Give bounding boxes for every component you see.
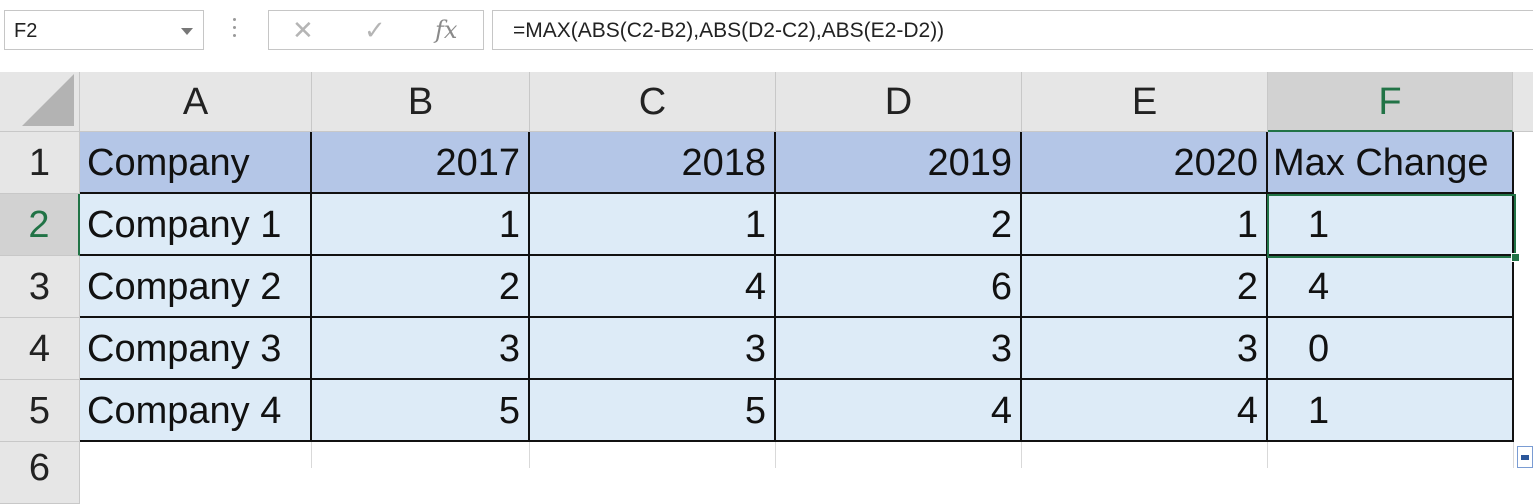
cell-f2[interactable]: 1 bbox=[1268, 194, 1514, 256]
cell-a1[interactable]: Company bbox=[80, 132, 312, 194]
cell-e4[interactable]: 3 bbox=[1022, 318, 1268, 380]
cell-c2[interactable]: 1 bbox=[530, 194, 776, 256]
column-header-a[interactable]: A bbox=[80, 72, 312, 132]
formula-text: =MAX(ABS(C2-B2),ABS(D2-C2),ABS(E2-D2)) bbox=[513, 19, 945, 42]
cell-c6[interactable] bbox=[530, 442, 776, 468]
column-header-c[interactable]: C bbox=[530, 72, 776, 132]
row-header-2[interactable]: 2 bbox=[0, 194, 80, 256]
cell-b6[interactable] bbox=[312, 442, 530, 468]
cell-e6[interactable] bbox=[1022, 442, 1268, 468]
cell-b2[interactable]: 1 bbox=[312, 194, 530, 256]
column-header-e[interactable]: E bbox=[1022, 72, 1268, 132]
fill-handle[interactable] bbox=[1511, 253, 1520, 262]
cell-f5[interactable]: 1 bbox=[1268, 380, 1514, 442]
cancel-icon[interactable]: ✕ bbox=[292, 15, 314, 45]
select-all-triangle-icon bbox=[22, 74, 74, 126]
cell-b5[interactable]: 5 bbox=[312, 380, 530, 442]
cell-f1[interactable]: Max Change bbox=[1268, 132, 1514, 194]
name-box-value: F2 bbox=[14, 20, 38, 42]
cell-b4[interactable]: 3 bbox=[312, 318, 530, 380]
cell-b3[interactable]: 2 bbox=[312, 256, 530, 318]
cell-d5[interactable]: 4 bbox=[776, 380, 1022, 442]
quick-analysis-icon[interactable] bbox=[1517, 446, 1533, 468]
column-header-filler bbox=[1513, 72, 1533, 132]
cell-a5[interactable]: Company 4 bbox=[80, 380, 312, 442]
row-header-3[interactable]: 3 bbox=[0, 256, 80, 318]
formula-input[interactable]: =MAX(ABS(C2-B2),ABS(D2-C2),ABS(E2-D2)) bbox=[492, 10, 1533, 50]
cell-e1[interactable]: 2020 bbox=[1022, 132, 1268, 194]
cell-c3[interactable]: 4 bbox=[530, 256, 776, 318]
formula-bar-grip-icon[interactable] bbox=[233, 18, 237, 42]
cell-c4[interactable]: 3 bbox=[530, 318, 776, 380]
column-header-d[interactable]: D bbox=[776, 72, 1022, 132]
cell-d2[interactable]: 2 bbox=[776, 194, 1022, 256]
column-header-b[interactable]: B bbox=[312, 72, 530, 132]
cell-d1[interactable]: 2019 bbox=[776, 132, 1022, 194]
cell-b1[interactable]: 2017 bbox=[312, 132, 530, 194]
cell-a4[interactable]: Company 3 bbox=[80, 318, 312, 380]
column-header-f[interactable]: F bbox=[1268, 72, 1513, 132]
insert-function-icon[interactable]: fx bbox=[435, 16, 458, 44]
cell-e3[interactable]: 2 bbox=[1022, 256, 1268, 318]
chevron-down-icon[interactable] bbox=[181, 28, 193, 35]
cell-d6[interactable] bbox=[776, 442, 1022, 468]
row-header-1[interactable]: 1 bbox=[0, 132, 80, 194]
cell-f6[interactable] bbox=[1268, 442, 1514, 468]
cell-a2[interactable]: Company 1 bbox=[80, 194, 312, 256]
cell-a6[interactable] bbox=[80, 442, 312, 468]
cell-d3[interactable]: 6 bbox=[776, 256, 1022, 318]
cell-e5[interactable]: 4 bbox=[1022, 380, 1268, 442]
cell-c5[interactable]: 5 bbox=[530, 380, 776, 442]
cell-f3[interactable]: 4 bbox=[1268, 256, 1514, 318]
formula-buttons: ✕ ✓ fx bbox=[268, 10, 484, 50]
row-header-4[interactable]: 4 bbox=[0, 318, 80, 380]
select-all-corner[interactable] bbox=[0, 72, 80, 132]
cell-f4[interactable]: 0 bbox=[1268, 318, 1514, 380]
enter-icon[interactable]: ✓ bbox=[364, 15, 386, 45]
cell-e2[interactable]: 1 bbox=[1022, 194, 1268, 256]
cell-a3[interactable]: Company 2 bbox=[80, 256, 312, 318]
row-header-5[interactable]: 5 bbox=[0, 380, 80, 442]
row-header-6[interactable]: 6 bbox=[0, 442, 80, 504]
formula-bar: F2 ✕ ✓ fx =MAX(ABS(C2-B2),ABS(D2-C2),ABS… bbox=[0, 0, 1533, 72]
name-box[interactable]: F2 bbox=[4, 10, 204, 50]
cell-c1[interactable]: 2018 bbox=[530, 132, 776, 194]
cell-d4[interactable]: 3 bbox=[776, 318, 1022, 380]
